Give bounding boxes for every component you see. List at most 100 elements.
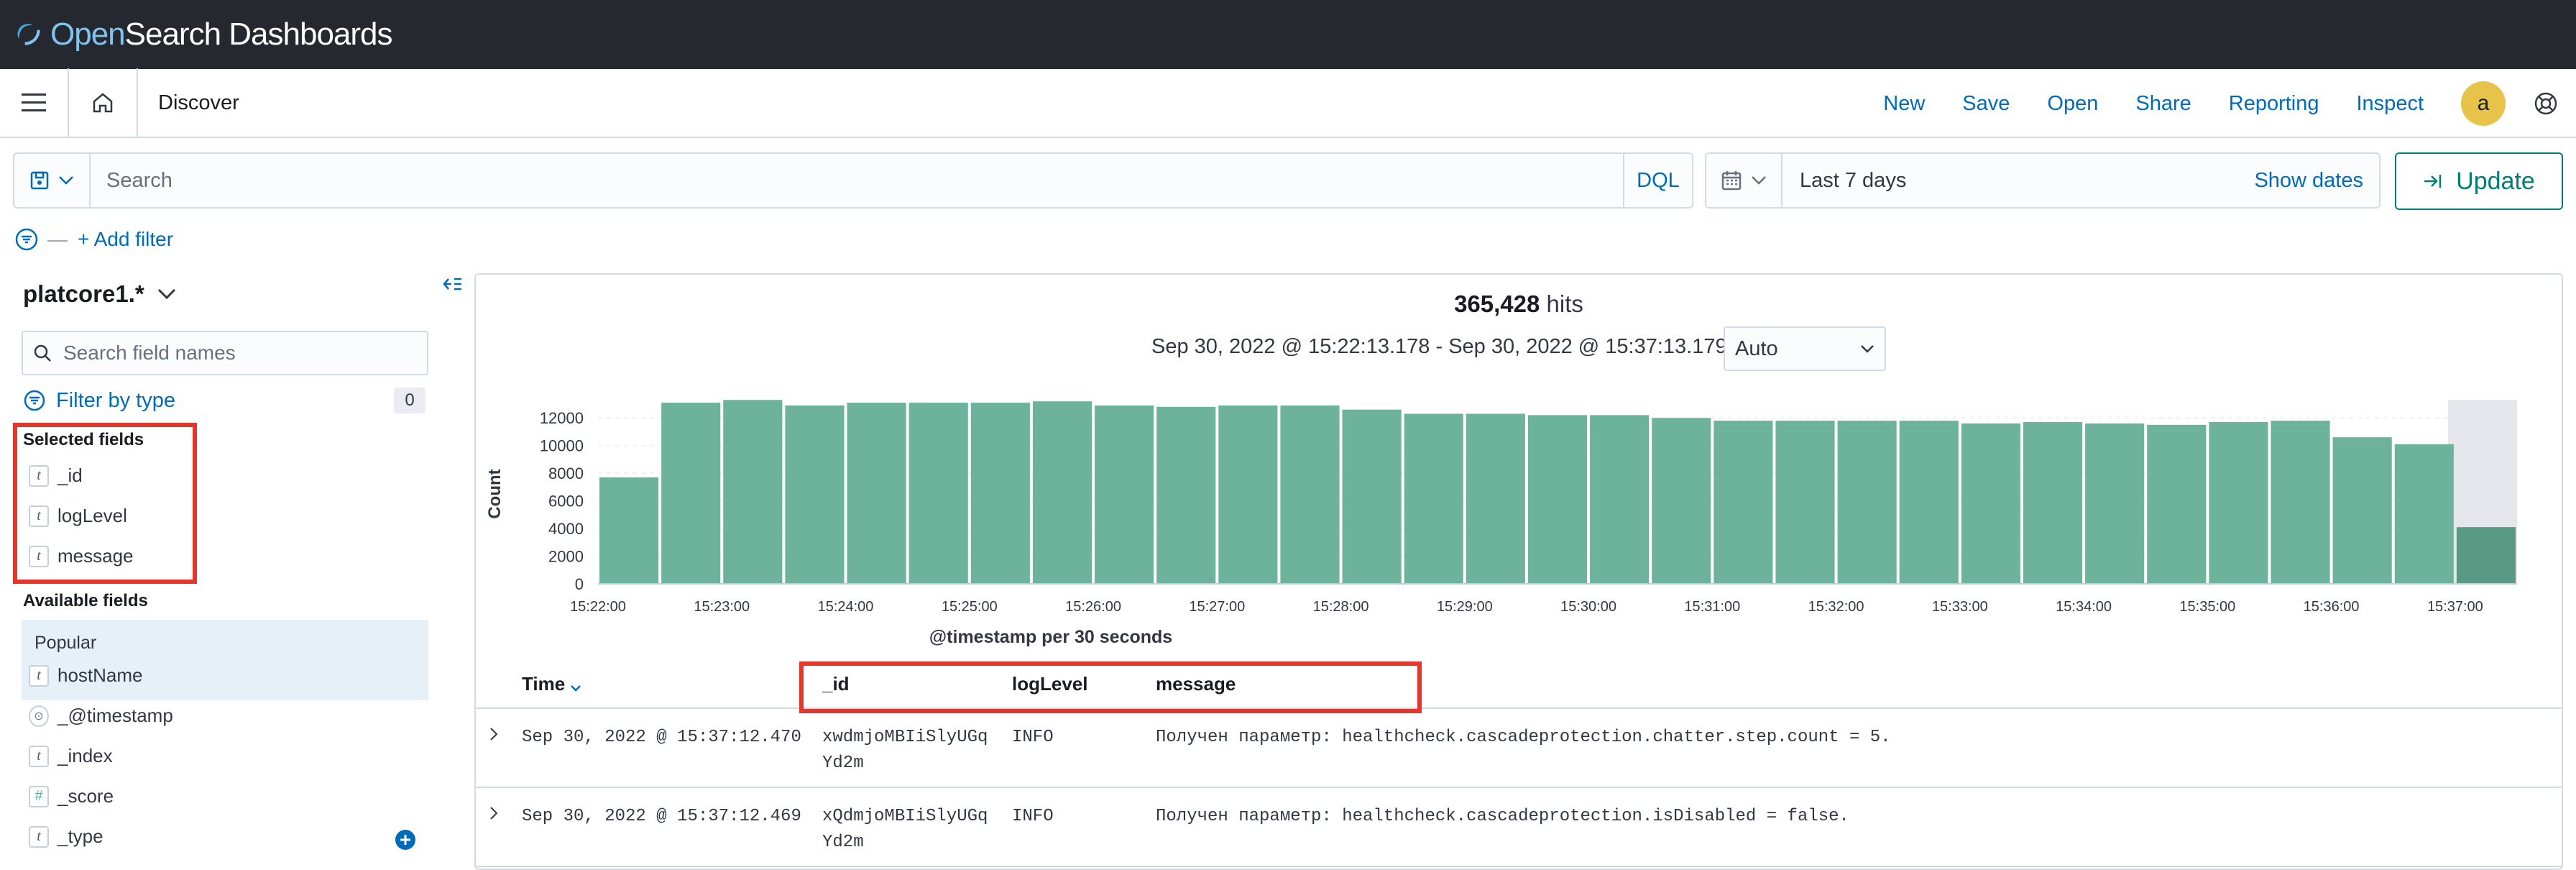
cell-time: Sep 30, 2022 @ 15:37:12.469 — [522, 807, 801, 826]
filter-options-icon[interactable] — [14, 227, 39, 252]
index-pattern-selector[interactable]: platcore1.* — [23, 280, 176, 308]
x-axis-title: @timestamp per 30 seconds — [929, 627, 1173, 647]
chevron-down-icon — [1752, 176, 1766, 185]
new-link[interactable]: New — [1883, 91, 1926, 115]
chevron-down-icon — [1861, 345, 1874, 353]
histogram-bar — [2147, 424, 2207, 584]
x-tick-label: 15:24:00 — [818, 599, 874, 615]
avatar[interactable]: a — [2461, 81, 2506, 126]
inspect-link[interactable]: Inspect — [2356, 91, 2424, 115]
histogram-bar — [723, 400, 783, 584]
popular-title: Popular — [34, 633, 97, 653]
field-item[interactable]: t _type — [29, 825, 104, 848]
column-header-loglevel[interactable]: logLevel — [1012, 673, 1088, 695]
search-input[interactable]: Search — [106, 168, 172, 192]
table-row[interactable]: Sep 30, 2022 @ 15:37:12.469 xQdmjoMBIiSl… — [476, 789, 2562, 867]
share-link[interactable]: Share — [2135, 91, 2191, 115]
chevron-down-icon — [157, 288, 175, 300]
x-tick-label: 15:26:00 — [1065, 599, 1121, 615]
refresh-icon — [2424, 175, 2442, 188]
show-dates-button[interactable]: Show dates — [2254, 168, 2363, 192]
cell-loglevel: INFO — [1012, 807, 1054, 826]
interval-select[interactable]: Auto — [1724, 326, 1886, 371]
histogram-bar — [1837, 421, 1897, 584]
cell-time: Sep 30, 2022 @ 15:37:12.470 — [522, 728, 801, 747]
table-row[interactable]: Sep 30, 2022 @ 15:37:12.470 xwdmjoMBIiSl… — [476, 710, 2562, 788]
y-tick-label: 4000 — [548, 520, 584, 538]
cell-message: Получен параметр: healthcheck.cascadepro… — [1156, 728, 1891, 747]
x-tick-label: 15:32:00 — [1808, 599, 1864, 615]
open-link[interactable]: Open — [2047, 91, 2099, 115]
hamburger-icon — [22, 93, 46, 111]
query-language-button[interactable]: DQL — [1623, 154, 1692, 207]
histogram-bar — [1404, 413, 1463, 584]
update-button[interactable]: Update — [2395, 152, 2563, 210]
field-search-input[interactable]: Search field names — [22, 331, 428, 375]
time-range-label[interactable]: Last 7 days — [1800, 168, 1907, 192]
save-link[interactable]: Save — [1962, 91, 2010, 115]
menu-button[interactable] — [0, 68, 69, 137]
x-tick-label: 15:29:00 — [1437, 599, 1493, 615]
available-fields-title: Available fields — [23, 591, 148, 610]
filter-by-type-button[interactable]: Filter by type 0 — [23, 383, 426, 418]
field-item[interactable]: t message — [29, 545, 134, 567]
interval-value: Auto — [1735, 336, 1778, 360]
histogram-bar — [661, 403, 721, 584]
column-header-id[interactable]: _id — [822, 673, 850, 695]
histogram-bar — [1527, 415, 1588, 584]
x-tick-label: 15:35:00 — [2179, 599, 2235, 615]
reporting-link[interactable]: Reporting — [2228, 91, 2319, 115]
hits-label: hits — [1546, 290, 1583, 317]
popular-fields-section: Popular t hostName — [22, 620, 428, 700]
histogram-bar — [2332, 437, 2392, 584]
histogram-bar — [2271, 421, 2330, 584]
add-field-icon[interactable] — [394, 828, 417, 851]
date-range-label: Sep 30, 2022 @ 15:22:13.178 - Sep 30, 20… — [1151, 335, 1727, 358]
field-item[interactable]: t _index — [29, 745, 113, 767]
histogram-bar — [2456, 527, 2516, 584]
field-item[interactable]: ⊙ _@timestamp — [29, 705, 173, 727]
home-button[interactable] — [69, 68, 138, 137]
expand-row-icon[interactable] — [489, 805, 499, 821]
field-item[interactable]: # _score — [29, 785, 114, 807]
home-icon — [93, 93, 113, 113]
update-label: Update — [2456, 167, 2535, 195]
y-axis-title: Count — [485, 469, 505, 518]
field-item[interactable]: t hostName — [29, 664, 143, 687]
histogram-bar — [2209, 422, 2268, 584]
cell-id: xwdmjoMBIiSlyUGq Yd2m — [822, 728, 988, 773]
opensearch-logo-icon[interactable] — [14, 19, 45, 50]
histogram-bar — [1095, 405, 1154, 584]
brand-name[interactable]: OpenSearch Dashboards — [50, 17, 393, 52]
column-header-time[interactable]: Time — [522, 673, 581, 695]
date-type-icon: ⊙ — [29, 705, 49, 727]
add-filter-button[interactable]: + Add filter — [78, 228, 174, 250]
highlight-column-headers — [799, 661, 1422, 713]
string-type-icon: t — [29, 745, 49, 767]
field-item[interactable]: t _id — [29, 464, 83, 487]
histogram-bar — [1590, 415, 1650, 584]
histogram-chart[interactable]: 0 2000 4000 6000 8000 10000 12000 15:22:00 15:23… — [476, 383, 2560, 627]
column-header-message[interactable]: message — [1156, 673, 1236, 695]
cell-message: Получен параметр: healthcheck.cascadepro… — [1156, 807, 1849, 826]
string-type-icon: t — [29, 505, 49, 527]
quick-select-button[interactable] — [1706, 154, 1782, 207]
saved-queries-button[interactable] — [14, 154, 91, 207]
x-tick-label: 15:33:00 — [1932, 599, 1988, 615]
help-icon[interactable] — [2533, 91, 2559, 116]
sort-down-icon — [571, 685, 581, 692]
collapse-sidebar-icon[interactable] — [441, 273, 463, 295]
histogram-bar — [1899, 421, 1959, 584]
search-icon — [34, 344, 51, 362]
x-tick-label: 15:34:00 — [2056, 599, 2112, 615]
histogram-bar — [908, 403, 968, 584]
histogram-bar — [1032, 401, 1092, 584]
cell-loglevel: INFO — [1012, 728, 1054, 747]
breadcrumb[interactable]: Discover — [158, 91, 239, 114]
highlight-selected-fields — [13, 423, 197, 584]
query-bar: Search DQL — [13, 152, 1693, 209]
field-item[interactable]: t logLevel — [29, 505, 127, 527]
string-type-icon: t — [29, 464, 49, 487]
expand-row-icon[interactable] — [489, 726, 499, 742]
histogram-bar — [970, 403, 1030, 584]
